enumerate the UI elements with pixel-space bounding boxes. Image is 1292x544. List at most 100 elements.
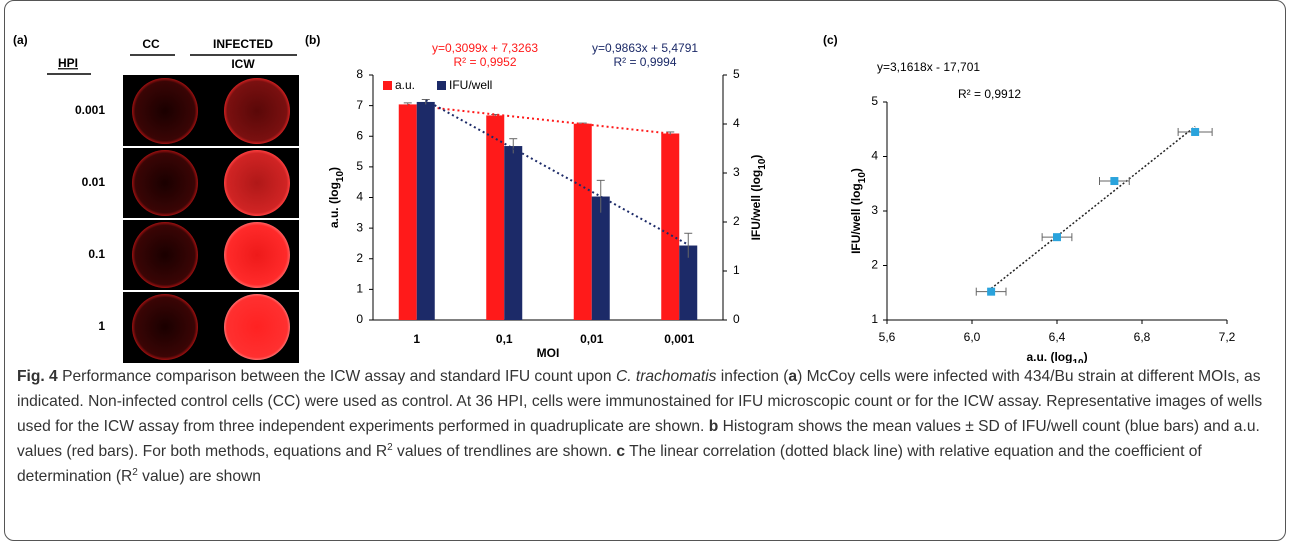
y2-tick-label: 0 [733,312,740,326]
y-tick-label: 4 [871,149,878,163]
caption-text: 2 [132,466,138,478]
well [132,222,198,288]
caption-text: C. trachomatis [615,368,717,385]
y-tick-label: 3 [871,203,878,217]
x-tick-label: 0,01 [580,332,604,346]
well [224,78,290,144]
point [1053,233,1061,242]
axis-title-part: ) [1084,350,1088,363]
caption-text: value) are shown [137,468,261,485]
well [224,294,290,360]
caption-text: 2 [387,441,393,453]
y-axis-title: IFU/well (log10) [849,168,868,254]
x-tick-label: 0,1 [496,332,513,346]
y2-tick-label: 1 [733,263,740,277]
row-label: 1 [98,319,105,333]
axis-title-part: 10 [757,158,768,170]
axis-title-part: 10 [857,172,868,184]
y2-tick-label: 2 [733,214,740,228]
column-subheader: ICW [231,57,255,71]
bar [504,146,523,320]
figure-panels: (a) HPI CC INFECTED ICW (b) (c) 0.001 0.0… [13,33,1236,363]
panel-label: (b) [305,33,320,47]
x-tick-label: 5,6 [879,330,896,344]
y2-tick-label: 5 [733,67,740,81]
panel-label: (c) [823,33,838,47]
caption-text: c [616,443,626,460]
trend-r2: R² = 0,9952 [453,55,516,69]
y-tick-label: 8 [356,67,363,81]
trend-r2: R² = 0,9912 [958,87,1021,101]
bar [679,245,698,320]
panel-label: (a) [13,33,28,47]
caption-text: ) McCoy cells were infected with 434/Bu … [17,368,1263,435]
x-tick-label: 6,0 [964,330,981,344]
bar [591,196,610,320]
y-tick-label: 2 [871,258,878,272]
legend-label: IFU/well [449,78,492,92]
caption-text: values of trendlines are shown. [392,443,617,460]
row-label: 0.001 [75,103,105,117]
caption-text: b [708,418,719,435]
point [987,287,996,296]
caption-text: a [788,368,798,385]
x-tick-label: 6,4 [1049,330,1066,344]
axis-title-part: a.u. (log [327,182,341,228]
axis-title-part: ) [327,167,341,171]
y2-tick-label: 4 [733,116,740,130]
well [132,294,198,360]
x-axis-title: MOI [537,346,560,360]
well [132,78,198,144]
bar [416,101,435,320]
axis-title-part: a.u. (log [1026,350,1072,363]
column-header: INFECTED [213,37,273,51]
legend-swatch [383,81,392,90]
x-tick-label: 6,8 [1134,330,1151,344]
axis-title-part: ) [749,155,763,159]
figure: (a) HPI CC INFECTED ICW (b) (c) 0.001 0.0… [4,0,1286,541]
axis-title-part: IFU/well (log [749,170,763,241]
legend-swatch [437,81,446,90]
y-tick-label: 5 [356,159,363,173]
x-axis-title: a.u. (log10) [1026,350,1087,363]
axis-title-part: IFU/well (log [849,183,863,254]
y-tick-label: 4 [356,190,363,204]
y-tick-label: 1 [356,282,363,296]
caption-text: Histogram shows the mean values ± SD of … [17,418,1260,460]
trendline [990,125,1196,290]
y-tick-label: 5 [871,94,878,108]
trend-r2: R² = 0,9994 [613,55,676,69]
y-tick-label: 2 [356,251,363,265]
point [1110,177,1119,186]
well [132,150,198,216]
y-tick-label: 0 [356,312,363,326]
row-label: 0.1 [88,247,105,261]
bar [486,115,505,320]
caption: Fig. 4 Performance comparison between th… [17,364,1283,489]
caption-text: Performance comparison between the ICW a… [57,368,616,385]
caption-text: infection ( [716,368,789,385]
x-tick-label: 1 [413,332,420,346]
caption-text: The linear correlation (dotted black lin… [17,443,1202,485]
bar [573,123,592,320]
caption-label: Fig. 4 [17,368,58,385]
bar [661,133,680,320]
bar [398,104,417,321]
legend-label: a.u. [395,78,415,92]
trendline [407,103,671,135]
y-tick-label: 3 [356,220,363,234]
trend-equation: y=3,1618x - 17,701 [877,60,980,74]
trend-equation: y=0,3099x + 7,3263 [432,41,538,55]
point [1191,127,1200,136]
row-label: 0.01 [82,175,106,189]
y-tick-label: 7 [356,98,363,112]
column-header: CC [142,37,160,51]
y-axis-title: a.u. (log10) [327,167,346,228]
x-tick-label: 0,001 [664,332,694,346]
trend-equation: y=0,9863x + 5,4791 [592,41,698,55]
row-header: HPI [58,56,78,70]
y-tick-label: 1 [871,312,878,326]
y2-tick-label: 3 [733,165,740,179]
axis-title-part: 10 [335,171,346,183]
y2-axis-title: IFU/well (log10) [749,155,768,241]
